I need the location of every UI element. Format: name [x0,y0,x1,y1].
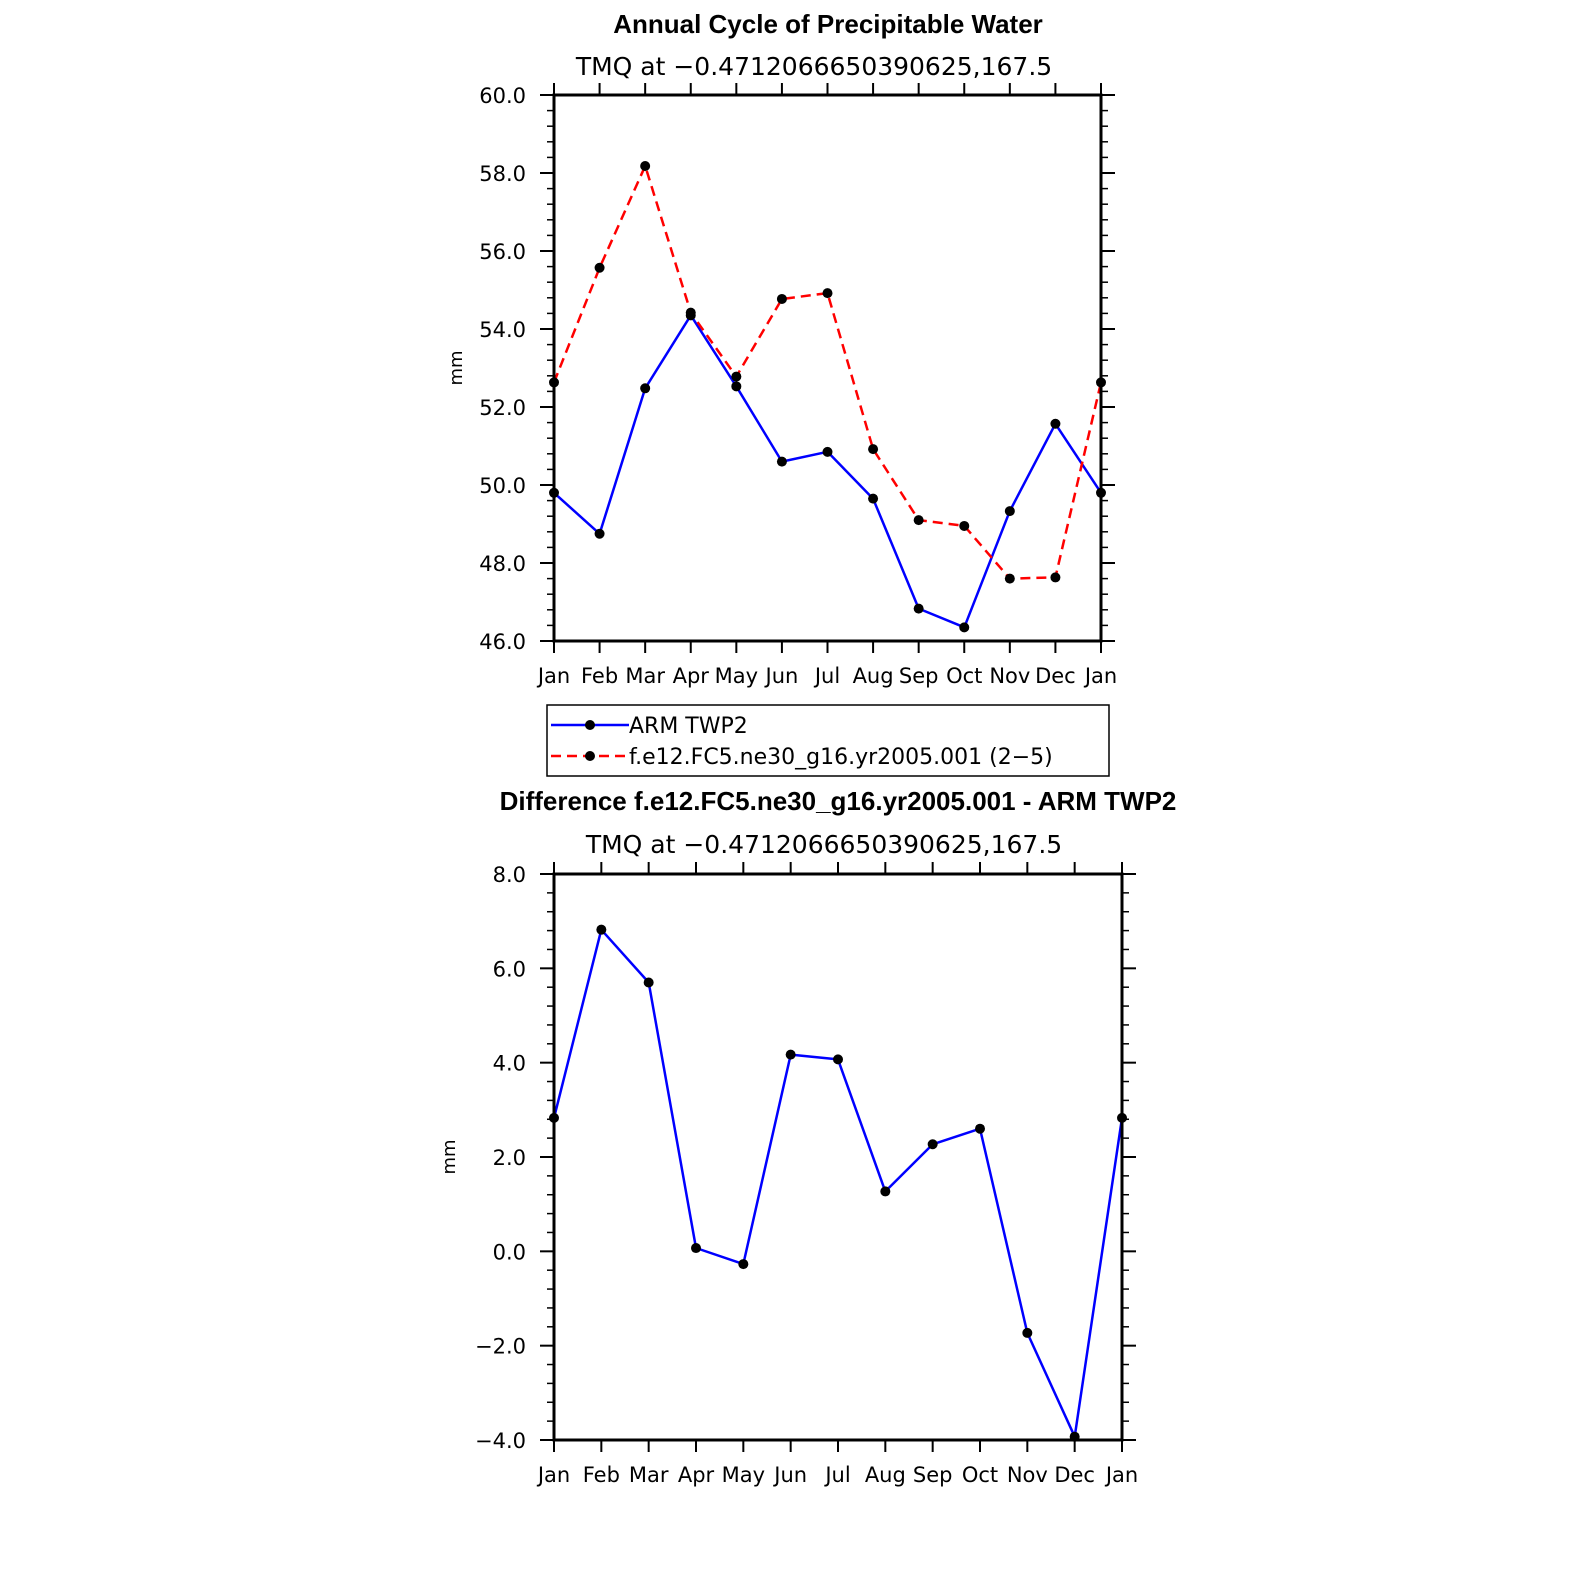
chart1-series-1-point [1050,572,1061,583]
chart2-series-0-point [833,1054,843,1065]
chart1-xtick-label: Jun [764,664,799,688]
chart1-title: Annual Cycle of Precipitable Water [613,9,1043,39]
chart2-ytick-label: 2.0 [493,1146,526,1170]
chart1-series-0-point [594,528,605,539]
chart2-xtick-label: Nov [1007,1463,1048,1487]
chart2-xtick-label: Apr [678,1463,715,1487]
chart1-ytick-label: 56.0 [479,240,526,264]
chart1-series-0-point [913,603,924,614]
chart1-ytick-label: 52.0 [479,396,526,420]
chart2-series-0-point [785,1049,796,1060]
chart2-title: Difference f.e12.FC5.ne30_g16.yr2005.001… [500,786,1177,816]
chart1-ytick-label: 58.0 [479,162,526,186]
chart2-xtick-label: Jun [772,1463,807,1487]
chart2-xtick-label: Aug [865,1463,906,1487]
chart1-xtick-label: Dec [1035,664,1076,688]
chart1-series-1-point [731,371,742,382]
chart1-subtitle: TMQ at −0.4712066650390625,167.5 [575,52,1052,81]
chart1-series-1-point [640,160,651,171]
chart2-ytick-label: 4.0 [493,1052,526,1076]
chart1-xtick-label: Sep [899,664,939,688]
chart2-ytick-label: 0.0 [493,1240,526,1264]
chart2-series-0-point [596,924,607,935]
chart1-ytick-label: 50.0 [479,474,526,498]
difference-chart: Difference f.e12.FC5.ne30_g16.yr2005.001… [439,786,1176,1487]
legend-marker-model [585,751,595,761]
chart1-series-0-point [776,456,787,467]
chart1-series-1-point [959,520,970,531]
chart2-series-0-point [738,1259,749,1270]
chart1-xtick-label: May [715,664,758,688]
chart2-series-0-point [643,977,654,988]
chart1-series-1-point [776,293,787,304]
chart2-ticks [540,862,1136,1452]
chart1-frame [552,93,1103,643]
chart1-ytick-label: 46.0 [479,630,526,654]
chart1-series-0-point [868,493,879,504]
chart1-series-0-point [1050,418,1061,429]
chart2-xtick-label: Jan [1104,1463,1138,1487]
chart1-ytick-label: 60.0 [479,84,526,108]
legend-box [546,704,1110,777]
chart1-tick-labels: Jan Feb Mar Apr May Jun Jul Aug Sep Oct Nov Dec Jan 4… [479,84,1117,688]
chart2-xtick-label: Jan [536,1463,570,1487]
chart2-ylabel: mm [439,1139,460,1174]
chart2-series [549,924,1127,1442]
chart1-series-line-0 [553,314,1103,629]
legend-label-model: f.e12.FC5.ne30_g16.yr2005.001 (2−5) [629,745,1053,770]
chart2-tick-labels: Jan Feb Mar Apr May Jun Jul Aug Sep Oct Nov Dec Jan−… [475,863,1138,1487]
chart2-series-0-point [691,1243,701,1254]
chart1-series-1-point [913,515,924,526]
chart1-series-1-point [868,444,879,455]
chart2-ytick-label: −2.0 [475,1335,526,1359]
chart1-ytick-label: 48.0 [479,552,526,576]
chart2-xtick-label: Oct [962,1463,998,1487]
chart2-subtitle: TMQ at −0.4712066650390625,167.5 [585,830,1062,859]
chart2-xtick-label: Jul [823,1463,850,1487]
chart1-series-0-point [959,622,970,633]
chart1-series-1-point [685,307,696,318]
chart2-series-0-point [927,1139,938,1150]
chart1-xtick-label: Oct [946,664,982,688]
chart2-series-0-point [1022,1327,1033,1338]
chart1-series-line-1 [552,164,1103,580]
chart2-ytick-label: 6.0 [493,957,526,981]
chart2-series-0-point [880,1186,891,1197]
chart2-ytick-label: 8.0 [493,863,526,887]
chart1-series [549,160,1106,633]
chart1-ytick-label: 54.0 [479,318,526,342]
chart1-ylabel: mm [446,350,467,385]
chart2-ytick-label: −4.0 [475,1429,526,1453]
legend-marker-arm [585,720,595,730]
legend-label-arm: ARM TWP2 [629,714,748,739]
chart1-series-1-point [1004,573,1015,584]
chart1-xtick-label: Jan [536,664,570,688]
chart1-series-0-point [822,446,833,457]
chart1-xtick-label: Apr [673,664,710,688]
chart1-series-1-point [594,262,605,273]
chart1-series-1-point [822,288,833,299]
annual-cycle-chart: Annual Cycle of Precipitable Water TMQ a… [446,9,1117,777]
chart1-xtick-label: Aug [853,664,894,688]
chart1-xtick-label: Nov [989,664,1030,688]
chart2-xtick-label: Feb [583,1463,620,1487]
chart2-xtick-label: May [722,1463,765,1487]
chart2-series-line-0 [552,928,1124,1438]
chart2-series-0-point [975,1123,985,1134]
chart1-xtick-label: Mar [625,664,665,688]
chart1-series-0-point [731,381,742,392]
chart1-legend: ARM TWP2 f.e12.FC5.ne30_g16.yr2005.001 (… [546,704,1110,777]
chart1-xtick-label: Jul [813,664,840,688]
chart2-xtick-label: Mar [629,1463,669,1487]
chart2-xtick-label: Dec [1054,1463,1095,1487]
chart1-xtick-label: Jan [1083,664,1117,688]
chart2-frame [552,872,1124,1442]
chart1-xtick-label: Feb [581,664,618,688]
chart1-series-0-point [1004,506,1015,517]
chart1-ticks [540,83,1115,653]
chart2-xtick-label: Sep [913,1463,953,1487]
chart1-series-0-point [640,383,651,394]
